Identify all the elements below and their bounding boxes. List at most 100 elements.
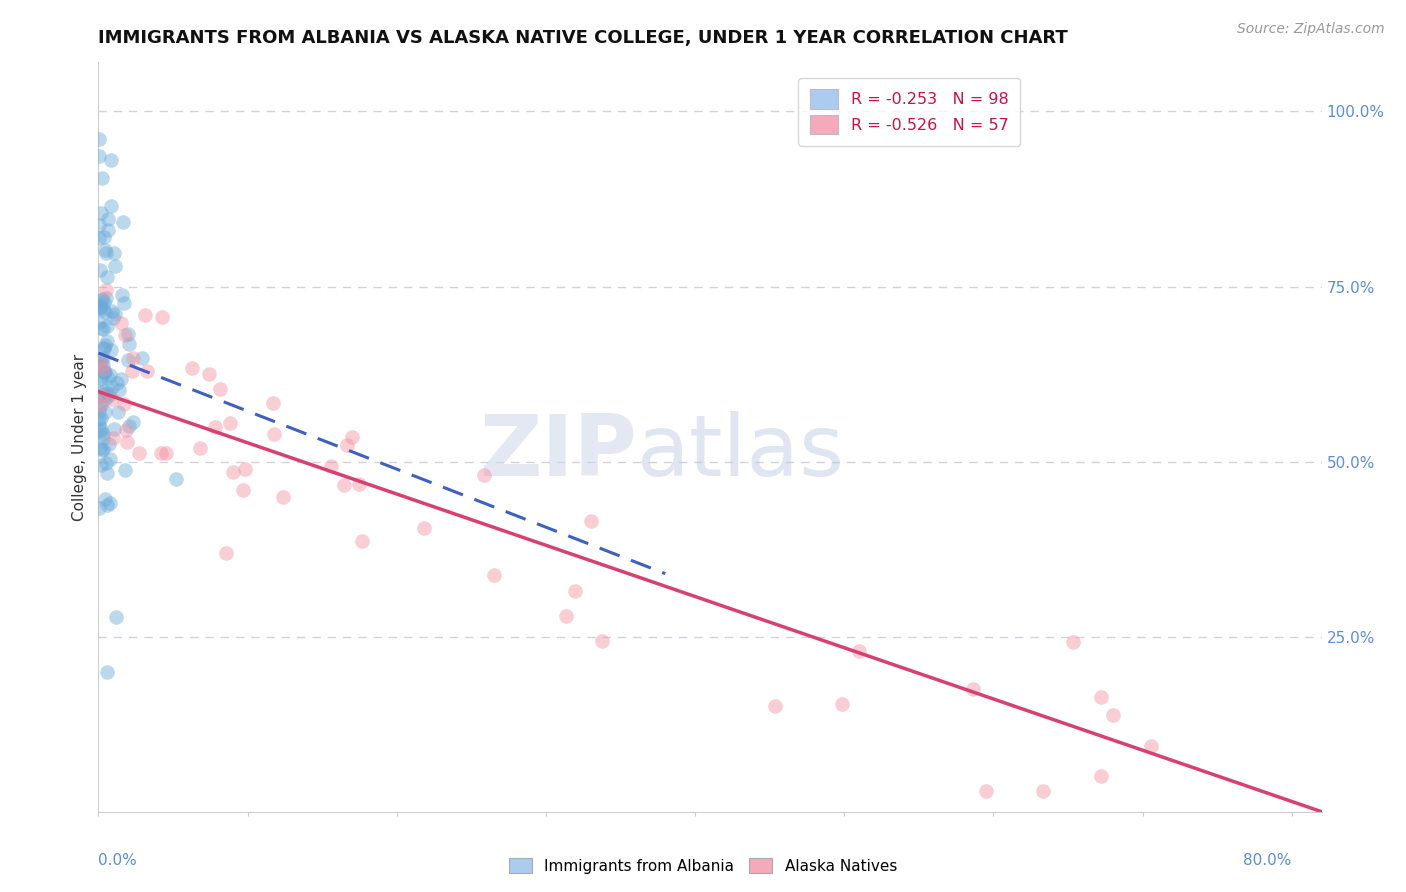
Point [115,434,138,449]
Point [222,465,245,479]
Point [482,568,505,582]
Y-axis label: College, Under 1 year: College, Under 1 year [72,353,87,521]
Point [155,446,177,460]
Point [91,301,114,316]
Point [94,245,117,260]
Point [89,148,111,162]
Point [262,396,284,410]
Point [128,446,150,460]
Point [112,397,135,411]
Point [474,467,496,482]
Point [100,199,122,213]
Point [89,424,111,438]
Point [94,292,117,306]
Text: Source: ZipAtlas.com: Source: ZipAtlas.com [1237,22,1385,37]
Point [198,368,221,382]
Point [100,153,122,168]
Point [89,390,111,404]
Point [96,334,118,348]
Point [98,386,121,401]
Point [94,338,117,352]
Point [97,212,120,227]
Point [188,442,211,456]
Point [134,308,156,322]
Point [1090,690,1112,704]
Point [89,418,111,433]
Point [340,430,363,444]
Point [131,351,153,366]
Point [98,368,121,382]
Point [204,419,226,434]
Point [97,436,120,450]
Point [118,336,141,351]
Point [89,356,111,370]
Point [232,483,254,498]
Point [94,244,117,258]
Point [94,404,117,418]
Point [110,372,132,386]
Point [93,295,115,310]
Point [112,215,135,229]
Point [91,293,114,307]
Point [103,422,125,436]
Point [219,417,242,431]
Point [94,385,117,400]
Point [208,382,231,396]
Point [91,431,114,445]
Point [89,263,111,277]
Point [89,398,111,412]
Point [100,343,122,357]
Point [352,533,374,548]
Point [111,288,134,302]
Point [333,478,356,492]
Legend: Immigrants from Albania, Alaska Natives: Immigrants from Albania, Alaska Natives [503,852,903,880]
Point [90,351,112,366]
Point [98,495,121,509]
Point [581,514,603,528]
Point [263,427,285,442]
Point [107,405,129,419]
Point [974,783,997,797]
Point [96,319,118,334]
Point [91,426,114,441]
Point [564,584,586,599]
Point [97,389,120,403]
Text: IMMIGRANTS FROM ALBANIA VS ALASKA NATIVE COLLEGE, UNDER 1 YEAR CORRELATION CHART: IMMIGRANTS FROM ALBANIA VS ALASKA NATIVE… [98,29,1069,47]
Point [831,697,853,711]
Point [104,259,127,273]
Point [150,446,173,460]
Point [101,304,124,318]
Point [319,458,342,473]
Point [97,370,120,384]
Point [101,380,124,394]
Point [233,462,256,476]
Point [93,384,115,398]
Point [122,416,145,430]
Legend: R = -0.253   N = 98, R = -0.526   N = 57: R = -0.253 N = 98, R = -0.526 N = 57 [799,78,1021,145]
Point [412,521,434,535]
Point [89,356,111,370]
Point [104,307,127,321]
Text: ZIP: ZIP [479,410,637,493]
Text: 0.0%: 0.0% [98,853,138,868]
Point [89,372,111,386]
Point [96,665,118,679]
Point [94,365,117,379]
Point [89,131,111,145]
Point [89,230,111,244]
Point [94,491,117,506]
Point [94,283,117,297]
Point [93,341,115,355]
Point [91,443,114,458]
Point [90,398,112,412]
Point [105,376,128,390]
Point [89,359,111,373]
Point [91,322,114,336]
Point [89,500,111,515]
Point [90,458,112,472]
Point [90,422,112,436]
Point [1032,783,1054,797]
Point [181,361,204,376]
Point [117,353,139,368]
Text: 80.0%: 80.0% [1243,853,1292,868]
